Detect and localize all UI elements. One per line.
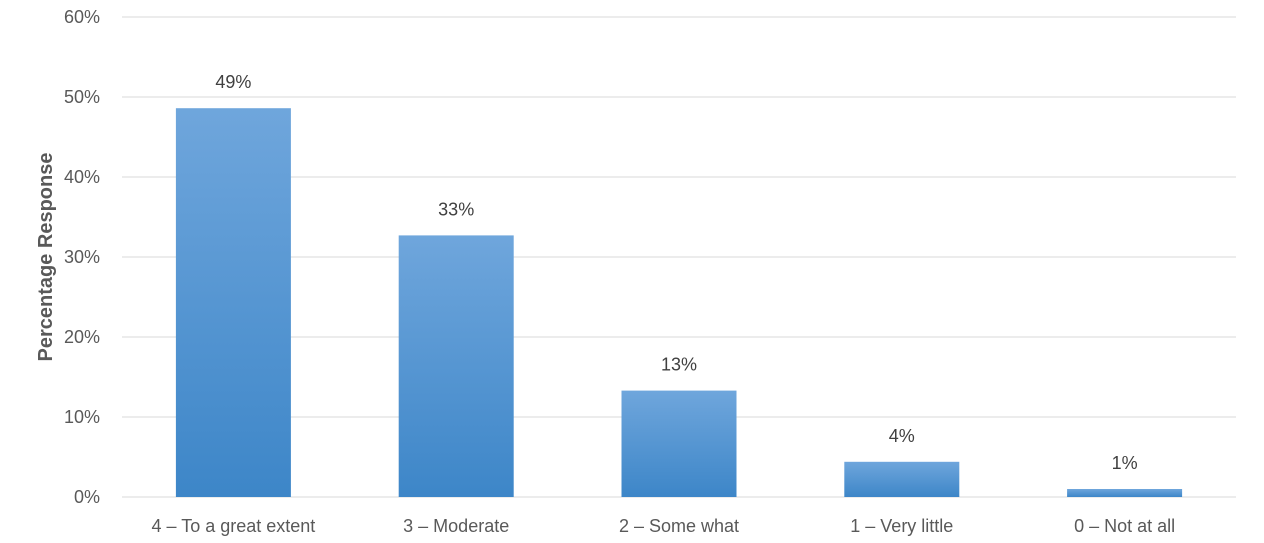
y-axis-ticks: 0% 10% 20% 30% 40% 50% 60% xyxy=(64,7,100,507)
bar xyxy=(175,108,291,497)
y-tick-label: 60% xyxy=(64,7,100,27)
x-tick-label: 2 – Some what xyxy=(619,516,739,536)
x-tick-label: 0 – Not at all xyxy=(1074,516,1175,536)
x-tick-label: 1 – Very little xyxy=(850,516,953,536)
bar xyxy=(621,390,737,497)
data-labels: 49% 33% 13% 4% 1% xyxy=(215,72,1137,473)
y-tick-label: 0% xyxy=(74,487,100,507)
x-tick-label: 4 – To a great extent xyxy=(152,516,316,536)
bar xyxy=(1067,489,1183,497)
y-tick-label: 20% xyxy=(64,327,100,347)
bar xyxy=(398,235,514,497)
y-tick-label: 10% xyxy=(64,407,100,427)
bars xyxy=(175,108,1183,497)
y-tick-label: 30% xyxy=(64,247,100,267)
y-tick-label: 50% xyxy=(64,87,100,107)
data-label: 1% xyxy=(1112,453,1138,473)
data-label: 4% xyxy=(889,426,915,446)
data-label: 33% xyxy=(438,199,474,219)
y-axis-title: Percentage Response xyxy=(35,153,57,362)
x-axis-ticks: 4 – To a great extent 3 – Moderate 2 – Som… xyxy=(152,516,1176,536)
y-tick-label: 40% xyxy=(64,167,100,187)
x-tick-label: 3 – Moderate xyxy=(403,516,509,536)
bar xyxy=(844,461,960,497)
gridlines xyxy=(122,16,1236,498)
data-label: 49% xyxy=(215,72,251,92)
data-label: 13% xyxy=(661,355,697,375)
